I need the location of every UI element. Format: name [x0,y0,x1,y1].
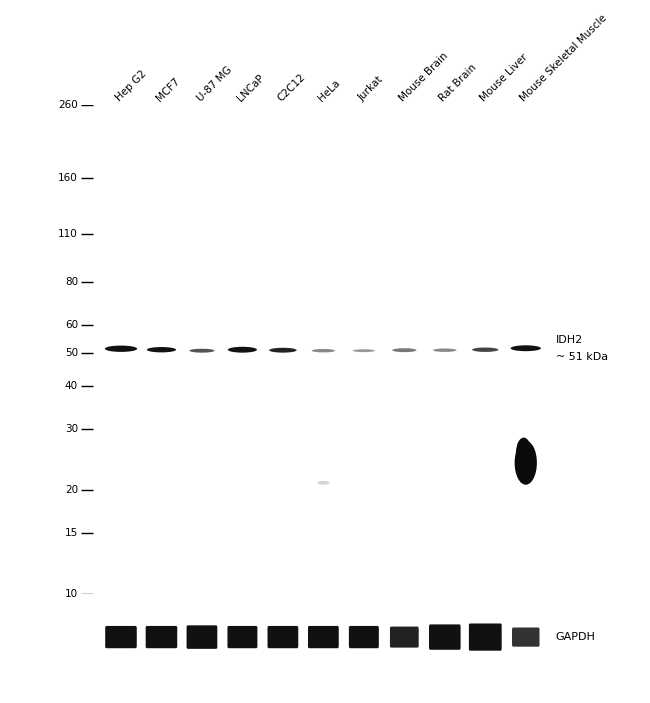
Text: 50: 50 [65,348,78,358]
FancyBboxPatch shape [349,626,379,648]
Text: 10: 10 [65,589,78,599]
FancyBboxPatch shape [390,626,419,647]
Text: Hep G2: Hep G2 [114,68,148,103]
FancyBboxPatch shape [268,626,298,648]
FancyBboxPatch shape [469,624,502,651]
Ellipse shape [392,348,417,352]
Ellipse shape [433,349,456,352]
FancyBboxPatch shape [146,626,177,648]
Text: C2C12: C2C12 [276,72,307,103]
Text: IDH2: IDH2 [556,335,583,345]
Ellipse shape [311,349,335,352]
Text: Mouse Brain: Mouse Brain [397,51,450,103]
Text: Mouse Skeletal Muscle: Mouse Skeletal Muscle [519,13,609,103]
Text: LNCaP: LNCaP [235,72,266,103]
Text: 30: 30 [65,425,78,434]
Text: ~ 51 kDa: ~ 51 kDa [556,352,608,362]
Text: 260: 260 [58,101,78,110]
Text: 20: 20 [65,485,78,495]
FancyBboxPatch shape [227,626,257,648]
Text: 160: 160 [58,173,78,183]
Ellipse shape [472,347,499,352]
Ellipse shape [511,345,541,352]
FancyBboxPatch shape [512,628,540,647]
FancyBboxPatch shape [308,626,339,648]
Text: 80: 80 [65,277,78,288]
Text: 110: 110 [58,229,78,240]
FancyBboxPatch shape [187,626,217,649]
Text: Jurkat: Jurkat [357,75,385,103]
Text: Rat Brain: Rat Brain [437,62,479,103]
Text: U-87 MG: U-87 MG [195,64,233,103]
Ellipse shape [353,349,375,352]
Ellipse shape [147,347,176,352]
Ellipse shape [515,441,537,485]
FancyBboxPatch shape [429,624,461,650]
Ellipse shape [269,348,296,353]
Ellipse shape [189,349,214,353]
Ellipse shape [105,346,137,352]
Text: 15: 15 [65,528,78,538]
Text: GAPDH: GAPDH [556,632,595,642]
Text: Mouse Liver: Mouse Liver [478,51,530,103]
Text: HeLa: HeLa [317,77,342,103]
FancyBboxPatch shape [105,626,136,648]
Ellipse shape [317,481,330,485]
Text: 60: 60 [65,321,78,330]
Text: MCF7: MCF7 [155,76,182,103]
Ellipse shape [228,347,257,353]
Text: 40: 40 [65,381,78,391]
Ellipse shape [516,437,532,468]
